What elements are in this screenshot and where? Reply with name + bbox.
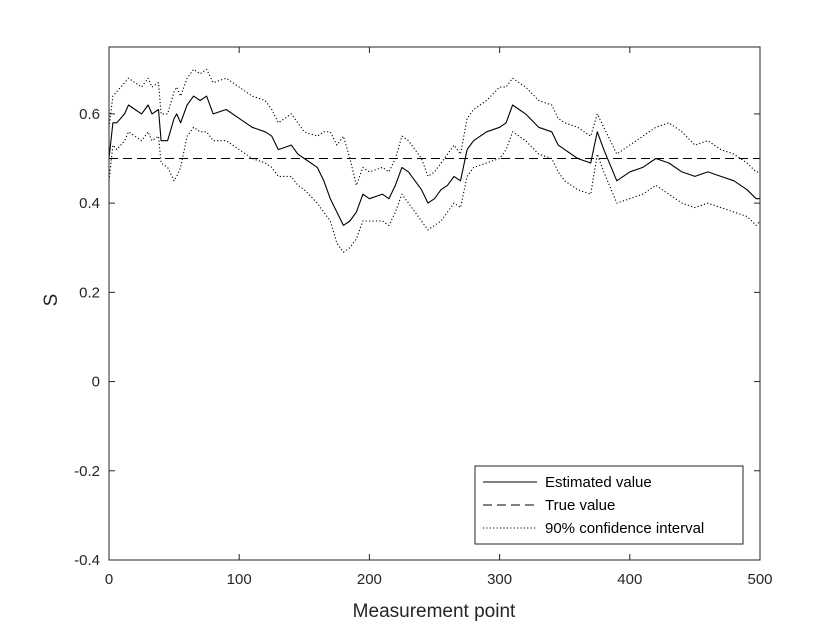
y-tick-label: -0.2: [74, 463, 100, 480]
axes-layer: 0 100 200 300 400 500 -0.4 -0.2 0 0.2 0.4 0.6: [74, 46, 773, 588]
axes-frame: [108, 46, 761, 561]
series-layer: [108, 68, 761, 253]
x-tick-label: 100: [227, 571, 252, 588]
x-tick-label: 200: [357, 571, 382, 588]
legend-label: 90% confidence interval: [545, 520, 704, 537]
series-90-confidence-interval-lower: [108, 126, 761, 253]
x-tick-label: 400: [617, 571, 642, 588]
series-estimated-value: [108, 95, 760, 226]
y-axis-label: S: [41, 294, 62, 307]
y-tick-label: 0: [92, 374, 100, 391]
x-tick-label: 300: [487, 571, 512, 588]
y-tick-label: 0.4: [79, 195, 100, 212]
x-tick-label: 0: [105, 571, 113, 588]
x-tick-label: 500: [747, 571, 772, 588]
legend-label: Estimated value: [545, 474, 652, 491]
y-tick-label: 0.6: [79, 106, 100, 123]
x-axis-label: Measurement point: [353, 601, 516, 622]
legend: Estimated value True value 90% confidence …: [474, 465, 744, 545]
legend-label: True value: [545, 497, 615, 514]
y-tick-label: 0.2: [79, 284, 100, 301]
y-tick-label: -0.4: [74, 552, 100, 569]
